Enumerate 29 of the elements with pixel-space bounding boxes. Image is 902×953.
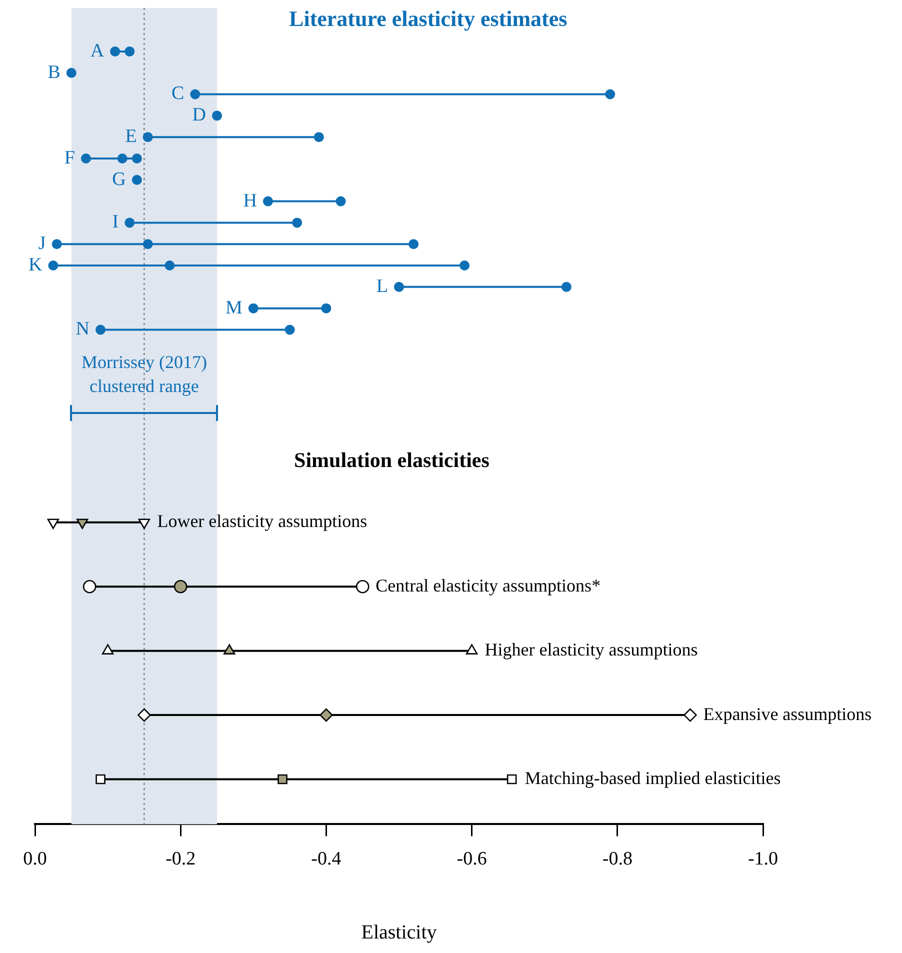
y-tick-label: L [376, 276, 388, 297]
x-tick-label: -0.6 [456, 848, 487, 870]
x-tick-label: -0.4 [311, 848, 342, 870]
y-tick-label: M [225, 297, 242, 318]
x-tick-label: -0.2 [166, 848, 196, 870]
y-tick-label: E [125, 126, 137, 148]
y-tick-label: Central elasticity assumptions* [376, 575, 601, 596]
y-tick-label: J [38, 233, 46, 254]
y-tick-label: D [192, 104, 206, 126]
y-tick-label: F [64, 147, 75, 168]
y-tick-label: Expansive assumptions [703, 704, 872, 724]
x-tick-label: -0.8 [602, 848, 632, 870]
y-tick-label: Matching-based implied elasticities [524, 768, 781, 788]
y-tick-label: C [171, 83, 184, 104]
y-tick-label: G [112, 168, 126, 190]
x-tick-label: 0.0 [23, 848, 47, 870]
y-tick-label: N [76, 318, 90, 340]
y-tick-label: I [112, 212, 119, 233]
y-tick-label: B [48, 62, 60, 83]
y-tick-label: Lower elasticity assumptions [157, 511, 368, 532]
y-tick-label: H [243, 190, 258, 212]
x-axis-title: Elasticity [361, 921, 437, 944]
text: Simulation elasticities [294, 448, 490, 472]
x-tick-label: -1.0 [748, 848, 778, 870]
band-label: Morrissey (2017) clustered range [81, 352, 207, 396]
y-tick-label: Higher elasticity assumptions [484, 640, 698, 660]
chart-title: Literature elasticity estimates [289, 6, 568, 31]
y-tick-label: A [90, 40, 104, 62]
y-tick-label: K [28, 254, 42, 276]
